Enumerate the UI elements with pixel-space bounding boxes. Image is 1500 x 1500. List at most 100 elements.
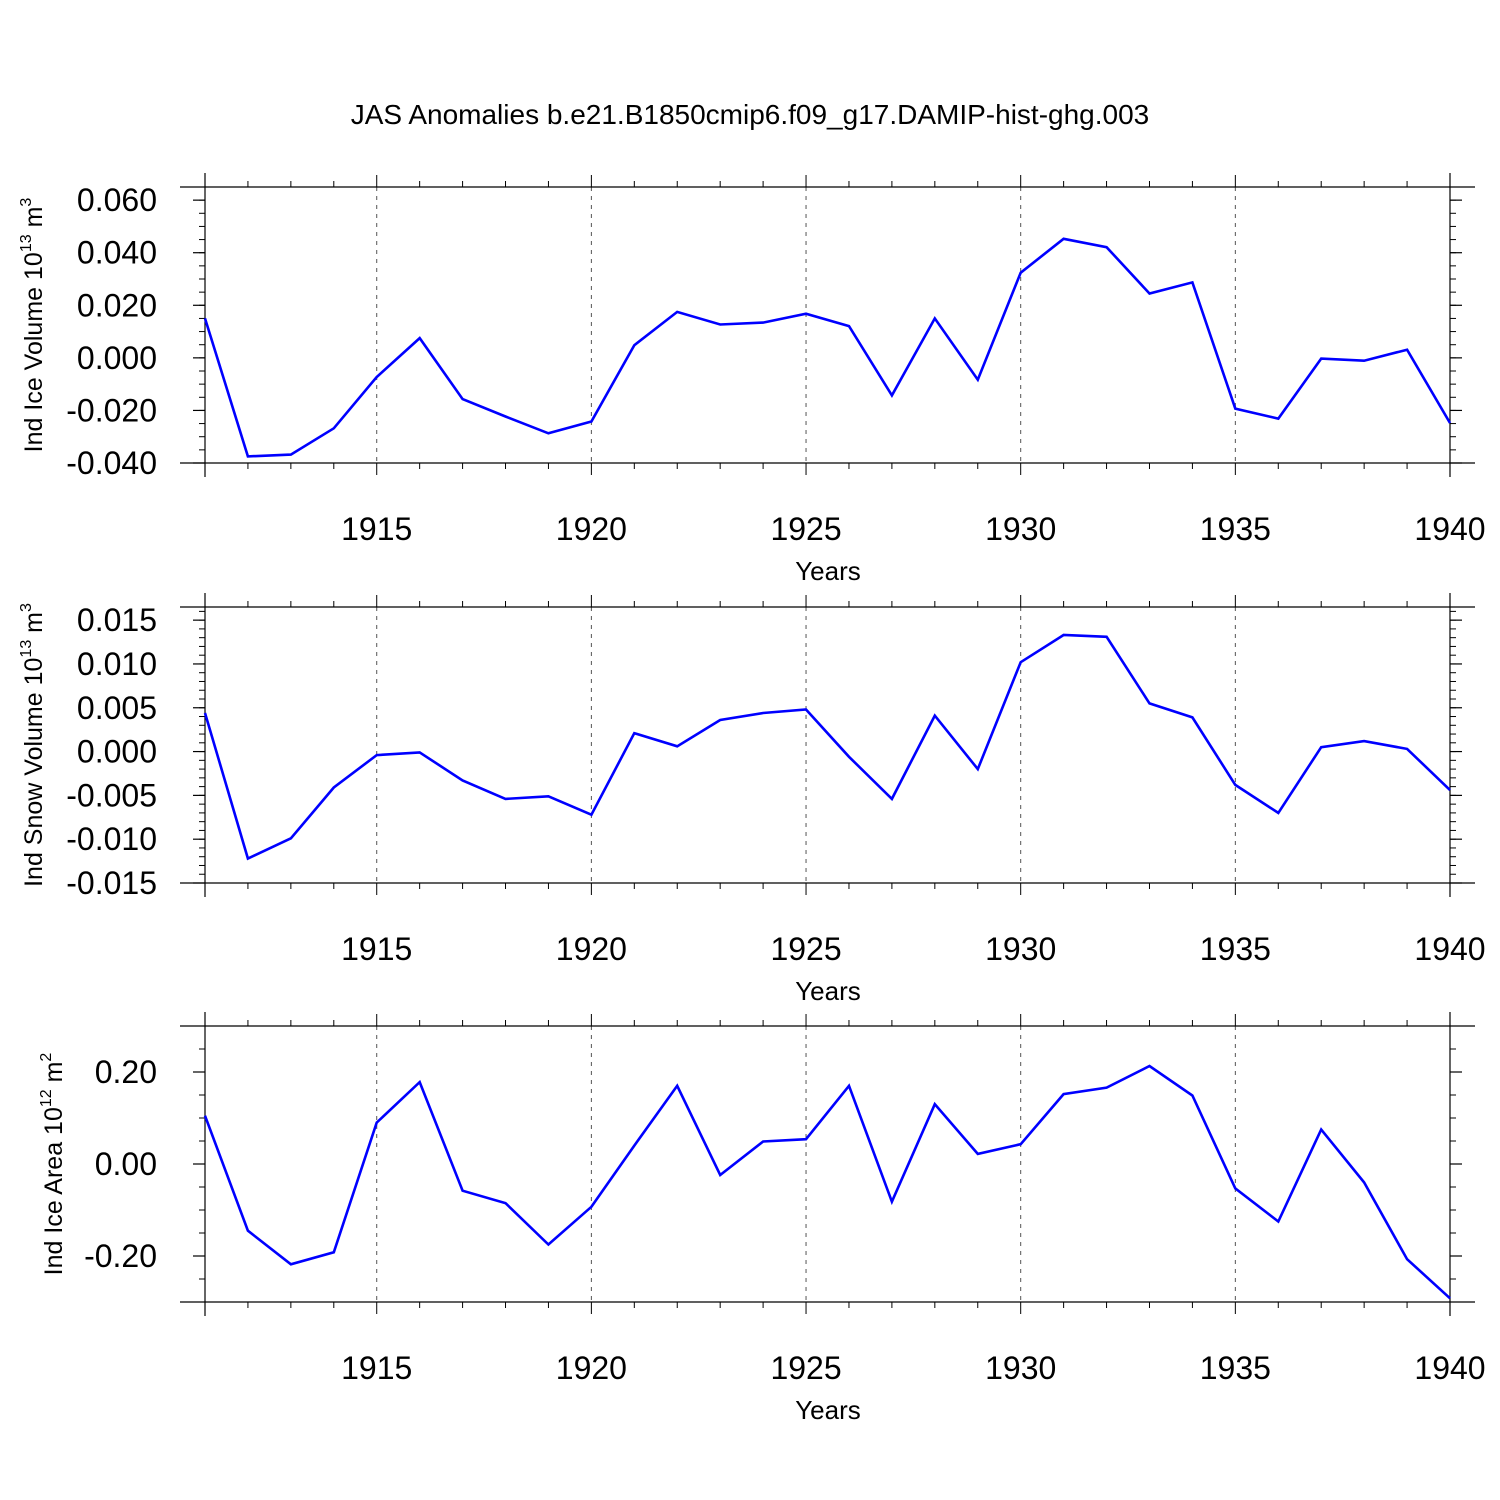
data-point-1933: [1147, 291, 1151, 295]
data-point-1940: [1448, 788, 1452, 792]
data-point-1935: [1233, 1186, 1237, 1190]
x-axis-label: Years: [795, 556, 861, 586]
data-point-1923: [718, 1173, 722, 1177]
data-point-1915: [375, 753, 379, 757]
x-axis-label: Years: [795, 976, 861, 1006]
data-point-1938: [1362, 1180, 1366, 1184]
x-tick-label: 1930: [985, 511, 1056, 547]
data-point-1915: [375, 375, 379, 379]
y-tick-label: 0.000: [77, 734, 157, 770]
data-point-1917: [461, 778, 465, 782]
data-point-1920: [589, 1205, 593, 1209]
data-point-1932: [1105, 635, 1109, 639]
data-point-1924: [761, 1139, 765, 1143]
data-point-1919: [546, 431, 550, 435]
y-axis-label: Ind Snow Volume 1013 m3: [18, 603, 48, 887]
data-point-1937: [1319, 357, 1323, 361]
data-point-1917: [461, 1189, 465, 1193]
x-tick-label: 1935: [1200, 931, 1271, 967]
data-point-1917: [461, 397, 465, 401]
data-point-1931: [1062, 237, 1066, 241]
x-tick-label: 1935: [1200, 511, 1271, 547]
data-point-1920: [589, 813, 593, 817]
data-point-1938: [1362, 359, 1366, 363]
series-line: [203, 1064, 1451, 1300]
y-tick-label: 0.020: [77, 287, 157, 323]
panel-1: -0.040 -0.020 0.000 0.020 0.040 0.060 1915 1920…: [18, 173, 1486, 586]
data-point-1928: [933, 714, 937, 718]
data-point-1915: [375, 1121, 379, 1125]
y-tick-label: -0.010: [66, 821, 157, 857]
x-tick-label: 1915: [341, 511, 412, 547]
data-point-1935: [1233, 783, 1237, 787]
data-point-1939: [1405, 348, 1409, 352]
data-point-1934: [1190, 1093, 1194, 1097]
y-tick-label: -0.040: [66, 445, 157, 481]
data-point-1912: [246, 856, 250, 860]
y-axis-label: Ind Ice Area 1012 m2: [38, 1053, 68, 1276]
data-point-1922: [675, 1084, 679, 1088]
data-point-1911: [203, 316, 207, 320]
x-tick-label: 1930: [985, 931, 1056, 967]
x-tick-label: 1940: [1414, 511, 1485, 547]
data-point-1939: [1405, 747, 1409, 751]
data-point-1914: [332, 785, 336, 789]
data-point-1927: [890, 393, 894, 397]
y-axis-label: Ind Ice Volume 1013 m3: [18, 198, 48, 453]
data-point-1912: [246, 1229, 250, 1233]
data-point-1931: [1062, 633, 1066, 637]
series-line: [203, 237, 1452, 458]
data-point-1935: [1233, 407, 1237, 411]
data-point-1928: [933, 316, 937, 320]
data-point-1939: [1405, 1257, 1409, 1261]
data-point-1927: [890, 1200, 894, 1204]
data-point-1923: [718, 322, 722, 326]
data-point-1916: [418, 1080, 422, 1084]
data-point-1933: [1147, 701, 1151, 705]
data-point-1911: [203, 1114, 207, 1118]
data-point-1930: [1019, 1142, 1023, 1146]
y-tick-label: 0.060: [77, 182, 157, 218]
x-tick-label: 1940: [1414, 931, 1485, 967]
data-point-1921: [632, 1144, 636, 1148]
x-tick-label: 1940: [1414, 1350, 1485, 1386]
x-tick-label: 1915: [341, 1350, 412, 1386]
data-point-1937: [1319, 745, 1323, 749]
data-point-1929: [976, 378, 980, 382]
data-point-1925: [804, 1137, 808, 1141]
data-point-1925: [804, 312, 808, 316]
data-point-1929: [976, 1152, 980, 1156]
data-point-1918: [504, 1201, 508, 1205]
data-point-1916: [418, 750, 422, 754]
data-point-1922: [675, 310, 679, 314]
data-point-1919: [546, 794, 550, 798]
data-point-1921: [632, 343, 636, 347]
data-point-1911: [203, 711, 207, 715]
data-point-1932: [1105, 1086, 1109, 1090]
series-line: [203, 633, 1451, 861]
x-tick-label: 1925: [770, 1350, 841, 1386]
x-tick-label: 1920: [556, 931, 627, 967]
data-point-1928: [933, 1102, 937, 1106]
data-point-1940: [1448, 421, 1452, 425]
y-tick-label: 0.010: [77, 646, 157, 682]
data-point-1916: [418, 336, 422, 340]
data-point-1937: [1319, 1128, 1323, 1132]
y-tick-label: 0.20: [95, 1054, 157, 1090]
data-point-1932: [1105, 245, 1109, 249]
y-tick-label: -0.020: [66, 392, 157, 428]
x-tick-label: 1930: [985, 1350, 1056, 1386]
panel-2: -0.015 -0.010 -0.005 0.000 0.005 0.010 0.015 19…: [18, 593, 1486, 1006]
data-point-1934: [1190, 715, 1194, 719]
data-point-1919: [546, 1243, 550, 1247]
data-point-1927: [890, 797, 894, 801]
panels: -0.040 -0.020 0.000 0.020 0.040 0.060 1915 1920…: [18, 173, 1486, 1425]
y-tick-label: 0.015: [77, 602, 157, 638]
y-tick-label: -0.005: [66, 777, 157, 813]
data-point-1926: [847, 324, 851, 328]
y-tick-label: -0.20: [84, 1238, 157, 1274]
data-point-1918: [504, 414, 508, 418]
data-point-1936: [1276, 1220, 1280, 1224]
data-point-1920: [589, 419, 593, 423]
